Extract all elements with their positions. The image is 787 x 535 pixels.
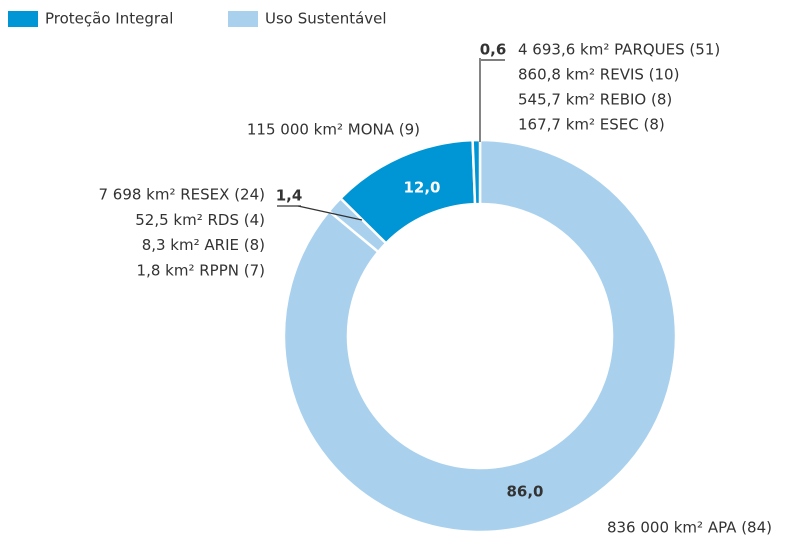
detail-label: 1,8 km² RPPN (7) bbox=[137, 261, 265, 279]
donut-slice bbox=[282, 138, 678, 534]
data-label: 86,0 bbox=[506, 483, 543, 501]
detail-label: 545,7 km² REBIO (8) bbox=[518, 91, 672, 109]
detail-label: 836 000 km² APA (84) bbox=[607, 519, 772, 535]
legend-swatch bbox=[8, 11, 38, 27]
detail-label: 115 000 km² MONA (9) bbox=[247, 121, 420, 139]
detail-label: 52,5 km² RDS (4) bbox=[135, 211, 265, 229]
data-label: 12,0 bbox=[403, 179, 440, 197]
detail-label: 7 698 km² RESEX (24) bbox=[98, 186, 265, 204]
data-label: 1,4 bbox=[276, 187, 303, 205]
data-label: 0,6 bbox=[480, 41, 507, 59]
leader-line bbox=[297, 205, 363, 221]
detail-label: 860,8 km² REVIS (10) bbox=[518, 66, 679, 84]
detail-label: 4 693,6 km² PARQUES (51) bbox=[518, 41, 720, 59]
donut-slice bbox=[471, 138, 482, 206]
legend-swatch bbox=[228, 11, 258, 27]
legend-label: Uso Sustentável bbox=[265, 10, 387, 28]
legend-label: Proteção Integral bbox=[45, 10, 173, 28]
detail-label: 167,7 km² ESEC (8) bbox=[518, 116, 665, 134]
detail-label: 8,3 km² ARIE (8) bbox=[142, 236, 265, 254]
